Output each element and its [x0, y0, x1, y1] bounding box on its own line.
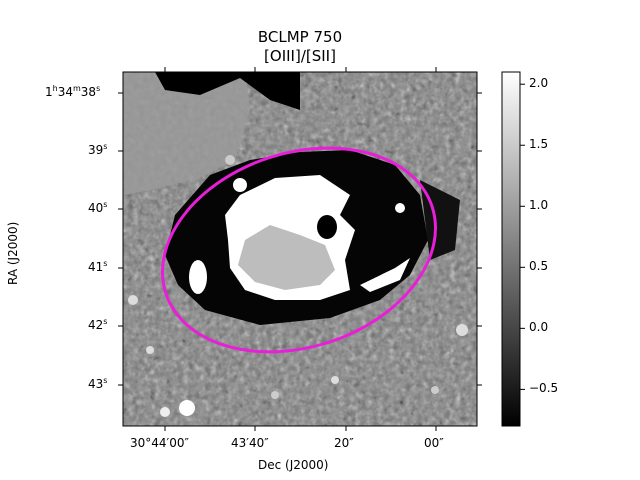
colorbar-tick-label: 0.0 [529, 320, 549, 335]
dark-hole [317, 215, 337, 239]
y-tick-label: 43s [88, 376, 108, 391]
star-dot [233, 178, 247, 192]
aperture-ellipse [161, 146, 437, 354]
colorbar [501, 71, 525, 427]
bright-region-upper-left [123, 72, 250, 195]
y-tick-label: 42s [88, 317, 108, 332]
colorbar-tick-label: −0.5 [529, 381, 559, 396]
star-dot [160, 407, 170, 417]
star-dot [128, 295, 138, 305]
y-tick-label: 41s [88, 259, 108, 274]
x-tick-label: 20″ [334, 436, 354, 450]
star-dot [456, 324, 468, 336]
intensity-map [123, 72, 477, 426]
x-tick-label: 00″ [424, 436, 444, 450]
star-dot [395, 203, 405, 213]
figure-subtitle: [OIII]/[SII] [264, 47, 336, 65]
star-dot [331, 376, 339, 384]
y-tick-label: 39s [88, 142, 108, 157]
figure-title: BCLMP 750 [257, 28, 343, 46]
core-gray-interior [238, 225, 335, 290]
colorbar-tick-label: 1.0 [529, 198, 549, 213]
star-dot [179, 400, 195, 416]
star-dot [225, 155, 235, 165]
x-tick-label: 43′40″ [231, 436, 269, 450]
y-ticks [118, 92, 482, 386]
bright-core-right [360, 258, 410, 292]
x-tick-label: 30°44′00″ [130, 436, 190, 450]
y-tick-label: 40s [88, 200, 108, 215]
y-axis-label: RA (J2000) [6, 221, 20, 285]
x-axis-label: Dec (J2000) [258, 458, 329, 472]
colorbar-tick-label: 0.5 [529, 259, 549, 274]
star-dot [431, 386, 439, 394]
x-ticks [164, 67, 437, 431]
bright-spot-left [189, 260, 207, 294]
y-tick-label: 1h34m38s [45, 84, 101, 99]
star-dot [146, 346, 154, 354]
dark-patch-top [155, 72, 300, 110]
colorbar-tick-label: 2.0 [529, 76, 549, 91]
star-dot [271, 391, 279, 399]
colorbar-tick-label: 1.5 [529, 137, 549, 152]
